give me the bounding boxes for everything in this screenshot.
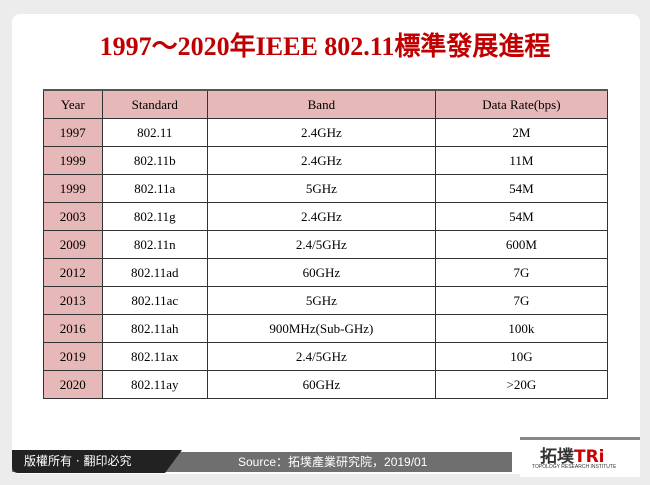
table-row: 2016 802.11ah 900MHz(Sub-GHz) 100k (43, 314, 609, 343)
table-cell: 2.4/5GHz (206, 230, 436, 259)
table-row: 1999 802.11a 5GHz 54M (43, 174, 609, 203)
table-cell: 2.4GHz (206, 118, 436, 147)
table-cell: 54M (434, 174, 609, 203)
column-header: Data Rate(bps) (434, 89, 609, 119)
table-cell: 802.11 (101, 118, 208, 147)
table-cell: 100k (434, 314, 609, 343)
table-cell: 7G (434, 258, 609, 287)
table-cell: 2.4/5GHz (206, 342, 436, 371)
standards-table: Year Standard Band Data Rate(bps) 1997 802.11… (43, 89, 609, 399)
table-cell: 54M (434, 202, 609, 231)
table-cell: 802.11b (101, 146, 208, 175)
table-cell: 802.11g (101, 202, 208, 231)
table-cell: 802.11ac (101, 286, 208, 315)
table-cell: 5GHz (206, 174, 436, 203)
table-cell: 900MHz(Sub-GHz) (206, 314, 436, 343)
table-cell: 2013 (43, 286, 103, 315)
column-header: Band (206, 89, 436, 119)
column-header: Standard (101, 89, 208, 119)
table-row: 1997 802.11 2.4GHz 2M (43, 118, 609, 147)
table-row: 2013 802.11ac 5GHz 7G (43, 286, 609, 315)
table-cell: 5GHz (206, 286, 436, 315)
table-cell: 60GHz (206, 370, 436, 399)
table-cell: 10G (434, 342, 609, 371)
table-row: 2009 802.11n 2.4/5GHz 600M (43, 230, 609, 259)
table-row: 1999 802.11b 2.4GHz 11M (43, 146, 609, 175)
source-text: Source：拓墣產業研究院，2019/01 (238, 455, 428, 469)
table-cell: 600M (434, 230, 609, 259)
table-cell: 2016 (43, 314, 103, 343)
table-cell: 802.11ah (101, 314, 208, 343)
column-header: Year (43, 89, 103, 119)
table-row: 2019 802.11ax 2.4/5GHz 10G (43, 342, 609, 371)
table-cell: 2012 (43, 258, 103, 287)
table-cell: 802.11ad (101, 258, 208, 287)
page-title: 1997～2020年IEEE 802.11標準發展進程 (99, 32, 551, 61)
table-cell: 2M (434, 118, 609, 147)
table-cell: 1997 (43, 118, 103, 147)
table-cell: 2003 (43, 202, 103, 231)
table-cell: 802.11n (101, 230, 208, 259)
logo: 拓墣TRi TOPOLOGY RESEARCH INSTITUTE (520, 437, 640, 477)
table-cell: 2019 (43, 342, 103, 371)
table-row: 2012 802.11ad 60GHz 7G (43, 258, 609, 287)
table-cell: 802.11ay (101, 370, 208, 399)
table-row: 2003 802.11g 2.4GHz 54M (43, 202, 609, 231)
table-cell: 7G (434, 286, 609, 315)
table-cell: 11M (434, 146, 609, 175)
table-cell: 60GHz (206, 258, 436, 287)
table-cell: 1999 (43, 146, 103, 175)
copyright-notice: 版權所有 · 翻印必究 (12, 450, 182, 473)
table-cell: >20G (434, 370, 609, 399)
table-row: 2020 802.11ay 60GHz >20G (43, 370, 609, 399)
table-cell: 1999 (43, 174, 103, 203)
table-cell: 802.11a (101, 174, 208, 203)
table-cell: 2.4GHz (206, 202, 436, 231)
table-cell: 2020 (43, 370, 103, 399)
table-cell: 2.4GHz (206, 146, 436, 175)
table-cell: 802.11ax (101, 342, 208, 371)
table-cell: 2009 (43, 230, 103, 259)
